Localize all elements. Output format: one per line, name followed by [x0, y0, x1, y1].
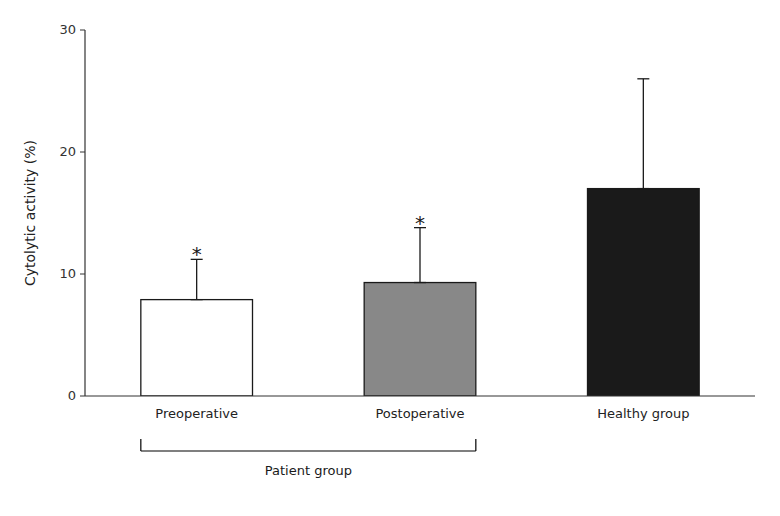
error-bar: [637, 79, 649, 189]
bracket-line: [141, 450, 476, 451]
bracket-tick: [475, 439, 476, 451]
group-label: Patient group: [265, 463, 352, 478]
group-bracket: [141, 439, 476, 451]
error-line: [643, 79, 644, 189]
y-axis: [84, 30, 85, 396]
error-line: [419, 228, 420, 283]
bar: [588, 189, 700, 396]
y-tick: [80, 274, 85, 275]
error-cap: [191, 299, 203, 300]
chart: 0 10 20 30 Cytolytic activity (%) Preoperativ…: [0, 0, 780, 516]
bar: [364, 283, 476, 396]
bar: [141, 300, 253, 396]
plot-area: [141, 79, 699, 396]
y-tick-label: 20: [59, 144, 76, 159]
y-tick-label: 0: [68, 388, 76, 403]
x-axis: [85, 395, 755, 396]
y-tick: [80, 152, 85, 153]
y-tick-label: 30: [59, 22, 76, 37]
x-tick-label: Postoperative: [375, 406, 464, 421]
y-tick: [80, 30, 85, 31]
x-tick-label: Preoperative: [155, 406, 238, 421]
bracket-tick: [140, 439, 141, 451]
error-cap: [637, 78, 649, 79]
y-axis-label: Cytolytic activity (%): [22, 140, 38, 286]
annotation: *: [192, 242, 202, 266]
x-tick-label: Healthy group: [597, 406, 689, 421]
y-tick-label: 10: [59, 266, 76, 281]
y-tick: [80, 396, 85, 397]
error-cap: [414, 282, 426, 283]
error-cap: [637, 188, 649, 189]
annotation: *: [415, 211, 425, 235]
error-bar: [414, 228, 426, 283]
